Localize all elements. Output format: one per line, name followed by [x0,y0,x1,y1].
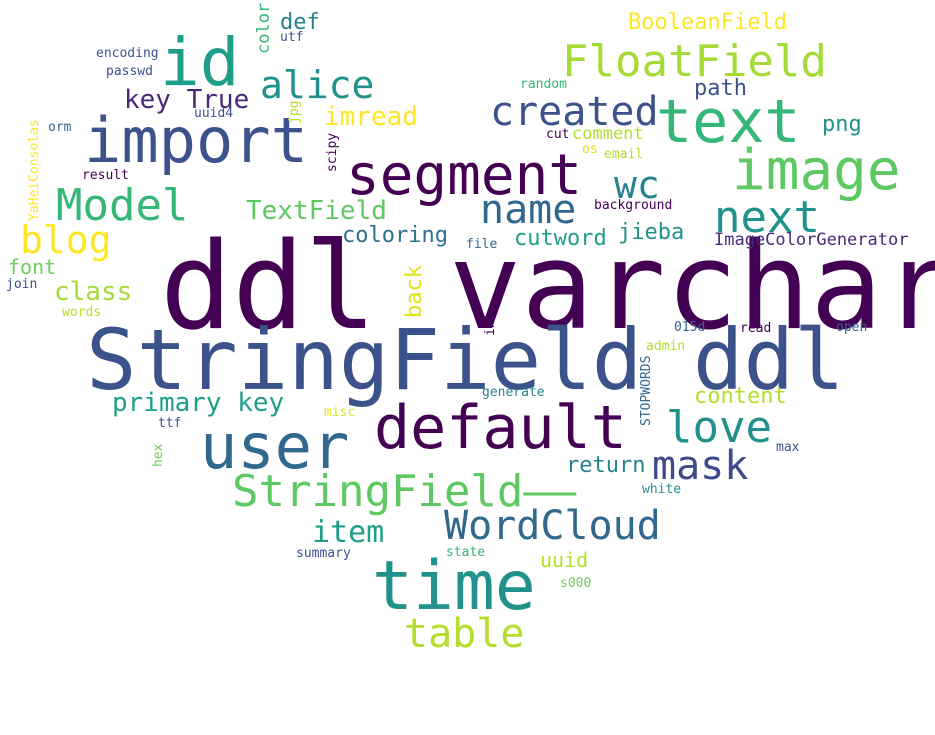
word-time: time [372,547,536,626]
word-admin: admin [646,339,686,354]
word-primary-key: primary key [112,388,285,418]
word-white: white [642,482,682,497]
word-stringfield-ddl: StringField ddl [86,311,845,409]
word-content: content [694,384,787,409]
word-cut: cut [546,127,570,142]
word-color: color [254,2,274,54]
word-015d: 015d [674,320,706,335]
word-file: file [466,237,498,252]
word-s000: s000 [560,576,592,591]
word-generate: generate [482,385,545,400]
word-int: int [483,312,498,336]
word-scipy: scipy [325,132,340,172]
word-love: love [666,402,772,453]
word-key-true: key True [124,85,250,115]
word-mask: mask [652,443,749,489]
word-created: created [490,89,659,135]
word-comment: comment [572,124,644,144]
word-cutword: cutword [514,226,607,251]
word-misc: misc [324,405,356,420]
word-text: text [656,87,801,157]
word-png: png [822,112,862,137]
word-font: font [8,255,57,279]
word-random: random [520,77,567,92]
word-jieba: jieba [618,220,685,245]
word-item: item [312,515,385,550]
word-result: result [82,168,129,183]
word-def: def [280,10,320,35]
word-imread: imread [324,102,418,132]
word-passwd: passwd [106,64,153,79]
word-jpg: jpg [287,100,302,124]
word-class: class [54,277,133,307]
word-state: state [446,545,486,560]
word-import: import [84,104,308,177]
word-alice: alice [260,63,375,107]
word-id: id [160,24,240,101]
word-segment: segment [346,143,583,208]
word-hex: hex [151,443,166,467]
word-image: image [732,138,901,203]
word-summary: summary [296,546,351,561]
word-encoding: encoding [96,46,159,61]
word-words: words [62,305,102,320]
word-name: name [480,187,577,233]
word-uuid: uuid [540,548,589,572]
word-user: user [200,410,350,483]
word-next: next [714,192,820,243]
word-return: return [566,453,646,478]
word-utf: utf [280,30,304,45]
word-default: default [374,393,627,463]
word-blog: blog [20,218,112,262]
word-wc: wc [614,163,660,207]
word-floatfield: FloatField [562,36,827,87]
word-ttf: ttf [158,416,182,431]
word-stringfield-dash: StringField—— [232,466,577,517]
word-model: Model [56,180,189,231]
word-textfield: TextField [246,196,387,226]
word-coloring: coloring [342,223,448,248]
word-uuid4: uuid4 [194,106,234,121]
word-open: open [836,320,868,335]
word-join: join [6,277,38,292]
word-email: email [604,147,644,162]
word-max: max [776,440,800,455]
word-yaheiconsolas: YaHeiConsolas [27,119,42,221]
word-background: background [594,198,673,213]
word-stopwords: STOPWORDS [639,355,654,426]
word-read: read [740,321,772,336]
word-imagecolorgenerator: ImageColorGenerator [714,230,909,250]
word-orm: orm [48,120,72,135]
word-booleanfield: BooleanField [628,10,787,35]
word-table: table [404,611,525,657]
word-back: back [402,265,427,318]
word-os: os [582,142,598,157]
word-path: path [694,76,747,101]
word-wordcloud: WordCloud [444,503,661,549]
word-ddl-varchar: ddl varchar [160,218,935,357]
